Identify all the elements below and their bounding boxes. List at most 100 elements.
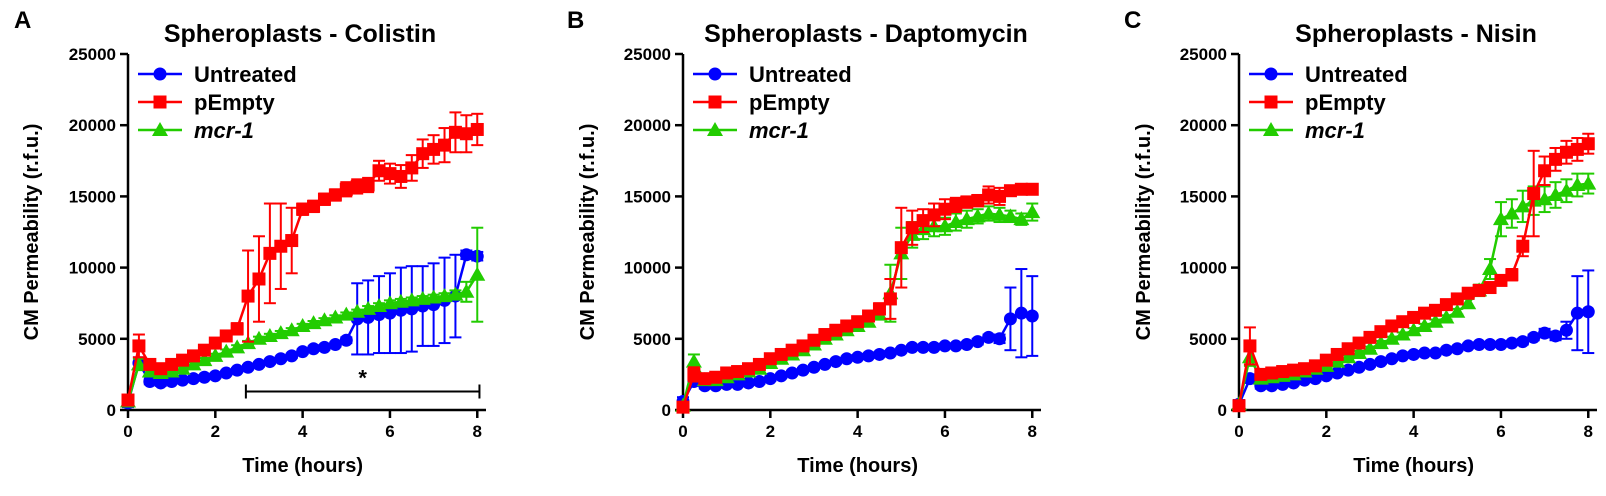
data-point	[241, 289, 255, 303]
data-point	[1438, 309, 1455, 324]
data-point	[1516, 239, 1530, 253]
data-point	[774, 347, 788, 361]
data-point	[274, 352, 288, 366]
data-point	[1538, 326, 1552, 340]
data-point	[283, 322, 300, 337]
data-point	[186, 372, 200, 386]
data-point	[1581, 137, 1595, 151]
y-tick-label: 25000	[624, 45, 671, 64]
data-point	[894, 343, 908, 357]
significance-bracket: *	[244, 365, 481, 399]
data-point	[698, 372, 712, 386]
data-point	[709, 370, 723, 384]
legend-marker	[1264, 67, 1278, 81]
panel-b: B Spheroplasts - Daptomycin CM Permeabil…	[567, 7, 1041, 477]
data-point	[1351, 345, 1368, 360]
x-tick-label: 6	[940, 422, 949, 441]
data-point	[785, 366, 799, 380]
legend-marker	[153, 95, 167, 109]
panel-letter: B	[567, 7, 584, 34]
data-point	[851, 350, 865, 364]
data-point	[394, 169, 408, 183]
data-point	[1407, 310, 1421, 324]
data-point	[1483, 337, 1497, 351]
data-point	[230, 322, 244, 336]
data-point	[829, 355, 843, 369]
x-axis-title: Time (hours)	[1353, 455, 1474, 477]
y-tick-label: 20000	[624, 116, 671, 135]
data-point	[1002, 208, 1019, 223]
data-point	[1505, 268, 1519, 282]
data-point	[1549, 329, 1563, 343]
legend-marker	[708, 95, 722, 109]
x-tick-label: 0	[123, 422, 132, 441]
data-point	[1416, 317, 1433, 332]
data-point	[1340, 349, 1357, 364]
x-axis-title: Time (hours)	[242, 455, 363, 477]
legend-label: pEmpty	[1305, 90, 1386, 115]
data-point	[1505, 336, 1519, 350]
y-axis-title: CM Permeability (r.f.u.)	[1133, 124, 1155, 341]
legend-label: mcr-1	[194, 118, 254, 143]
legend-marker	[1264, 95, 1278, 109]
data-point	[1492, 211, 1509, 226]
data-point	[927, 208, 941, 222]
x-tick-label: 2	[211, 422, 220, 441]
data-point	[1569, 177, 1586, 192]
x-tick-label: 8	[473, 422, 482, 441]
data-point	[1232, 399, 1246, 413]
y-tick-label: 10000	[69, 259, 116, 278]
data-point	[741, 376, 755, 390]
data-point	[1527, 187, 1541, 201]
data-point	[185, 356, 202, 371]
data-point	[1394, 326, 1411, 341]
data-point	[785, 343, 799, 357]
x-tick-label: 8	[1028, 422, 1037, 441]
data-point	[1330, 347, 1344, 361]
legend-label: Untreated	[194, 62, 297, 87]
data-point	[1428, 346, 1442, 360]
data-point	[339, 333, 353, 347]
data-point	[1494, 273, 1508, 287]
data-point	[1374, 355, 1388, 369]
series-pempty	[1232, 132, 1595, 413]
data-point	[1405, 322, 1422, 337]
data-point	[143, 375, 157, 389]
data-point	[1527, 330, 1541, 344]
y-tick-label: 15000	[1180, 187, 1227, 206]
data-point	[862, 349, 876, 363]
data-point	[436, 288, 453, 303]
panel-c: C Spheroplasts - Nisin CM Permeability (…	[1124, 7, 1597, 477]
data-point	[993, 332, 1007, 346]
data-point	[1461, 286, 1475, 300]
y-tick-label: 20000	[1180, 116, 1227, 135]
data-point	[1025, 309, 1039, 323]
data-point	[263, 246, 277, 260]
data-point	[1003, 184, 1017, 198]
x-tick-label: 0	[1234, 422, 1243, 441]
data-point	[796, 339, 810, 353]
data-point	[285, 234, 299, 248]
data-point	[1439, 298, 1453, 312]
data-point	[186, 349, 200, 363]
data-point	[427, 142, 441, 156]
data-point	[252, 357, 266, 371]
data-point	[938, 202, 952, 216]
data-point	[1319, 353, 1333, 367]
data-point	[936, 218, 953, 233]
data-point	[1494, 337, 1508, 351]
data-point	[949, 198, 963, 212]
data-point	[197, 343, 211, 357]
data-point	[403, 292, 420, 307]
data-point	[350, 179, 364, 193]
data-point	[174, 360, 191, 375]
legend-marker	[708, 67, 722, 81]
data-point	[132, 339, 146, 353]
data-point	[317, 192, 331, 206]
x-tick-label: 6	[385, 422, 394, 441]
significance-star: *	[358, 365, 367, 390]
data-point	[1330, 366, 1344, 380]
data-point	[741, 362, 755, 376]
panel-letter: C	[1124, 7, 1141, 34]
data-point	[1025, 182, 1039, 196]
